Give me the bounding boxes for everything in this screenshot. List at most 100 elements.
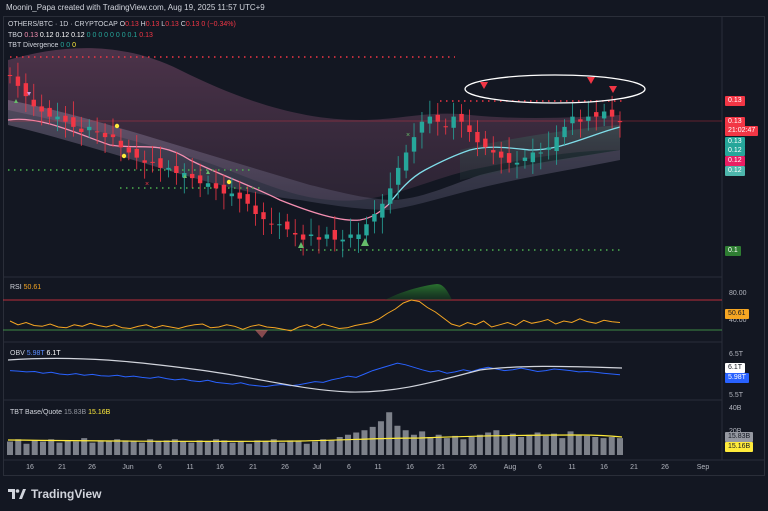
tbt-volume-bar: [64, 440, 71, 455]
candle-body: [253, 205, 258, 214]
date-tick: 16: [406, 464, 414, 471]
candle-body: [601, 111, 607, 119]
tbt-volume-bar: [427, 437, 434, 455]
tbt-volume-bar: [254, 440, 261, 455]
tbt-volume-bar: [344, 434, 351, 455]
tbt-volume-bar: [600, 438, 607, 455]
obv-axis-top: 6.5T: [729, 351, 744, 358]
tbt-name[interactable]: TBT Base/Quote: [10, 409, 63, 416]
tbt-volume-bar: [567, 431, 574, 455]
tbo-name[interactable]: TBO: [8, 32, 23, 39]
tbt-volume-bar: [221, 440, 228, 455]
candle-body: [483, 138, 488, 148]
candle-body: [15, 76, 21, 86]
ohlc-key-h: H: [138, 21, 146, 28]
symbol-line[interactable]: OTHERS/BTC · 1D · CRYPTOCAP: [8, 21, 118, 28]
tbt-volume-bar: [56, 442, 63, 455]
tbt-volume-bar: [163, 440, 170, 455]
candle-body: [23, 83, 29, 97]
tbt-div-value: 0: [70, 42, 76, 49]
candle-body: [570, 116, 575, 124]
candle-body: [451, 116, 456, 128]
rsi-axis-40: 40.00: [729, 317, 747, 324]
tbt-volume-bar: [130, 441, 137, 455]
date-tick: 26: [661, 464, 669, 471]
candle-body: [292, 232, 298, 235]
yellow-dot-1: [114, 123, 120, 129]
x-marker-1: ×: [145, 181, 149, 188]
candle-body: [229, 193, 235, 197]
candle-body: [39, 106, 44, 112]
tbt-volume-bar: [518, 437, 525, 455]
date-tick: Aug: [503, 464, 517, 471]
tradingview-logo[interactable]: TradingView: [8, 487, 101, 501]
tbo-value: 0: [96, 32, 103, 39]
tbt-volume-bar: [23, 443, 30, 455]
sell-marker-3: [609, 86, 617, 93]
candle-body: [102, 132, 108, 138]
ohlc-value-h: 0.13: [145, 21, 160, 28]
tbt-div-values: 0 0 0: [60, 42, 76, 49]
date-tick: Jun: [122, 464, 134, 471]
tbo-cloud-mid: [8, 100, 620, 210]
candle-body: [617, 121, 623, 123]
tbo-value: 0: [113, 32, 120, 39]
candle-body: [47, 107, 52, 117]
date-tick: 21: [58, 464, 66, 471]
annotation-ellipse[interactable]: [464, 74, 646, 104]
rsi-name[interactable]: RSI: [10, 284, 22, 291]
tbt-volume-bar: [295, 441, 302, 455]
tbo-value: 0: [84, 32, 91, 39]
buy-marker-small-3: [206, 170, 210, 174]
date-tick: 6: [347, 464, 351, 471]
date-tick: Jul: [312, 464, 322, 471]
obv-name[interactable]: OBV: [10, 350, 25, 357]
date-tick: Sep: [696, 464, 710, 471]
candle-body: [63, 115, 68, 122]
price-badge-last: 0.13: [725, 117, 745, 127]
tbt-volume-bar: [460, 439, 467, 455]
candle-body: [79, 128, 84, 132]
legend-tbt-divergence[interactable]: TBT Divergence 0 0 0: [8, 41, 76, 50]
tbt-volume-bar: [287, 440, 294, 455]
tbt-volume-bar: [180, 441, 187, 455]
candle-body: [522, 157, 528, 161]
tbt-volume-bar: [476, 434, 483, 455]
date-tick: 6: [538, 464, 542, 471]
candle-body: [277, 224, 282, 226]
legend-rsi[interactable]: RSI 50.61: [10, 283, 41, 292]
tradingview-logo-text: TradingView: [31, 487, 102, 501]
price-badge-low: 0.1: [725, 246, 741, 256]
candle-body: [221, 184, 227, 194]
candle-body: [419, 121, 425, 133]
candle-body: [55, 116, 60, 120]
candle-body: [388, 188, 393, 204]
legend-obv[interactable]: OBV 5.98T 6.1T: [10, 349, 61, 358]
tbt-volume-bar: [369, 426, 376, 455]
tbt-volume-bar: [419, 431, 426, 455]
tbo-value: 0.12: [53, 32, 70, 39]
yellow-dot-3: [226, 179, 232, 185]
tbt-volume-bar: [48, 439, 55, 455]
chart-canvas[interactable]: × ×: [0, 0, 768, 477]
buy-marker-1: [298, 242, 304, 248]
tbt-div-name[interactable]: TBT Divergence: [8, 42, 59, 49]
candle-body: [506, 153, 512, 163]
date-tick: 21: [630, 464, 638, 471]
candle-body: [435, 114, 440, 122]
tbo-value: 0.12: [69, 32, 85, 39]
date-tick: 11: [568, 464, 576, 471]
candle-body: [395, 167, 401, 185]
legend-tbt[interactable]: TBT Base/Quote 15.83B 15.16B: [10, 408, 110, 417]
legend-tbo[interactable]: TBO 0.13 0.12 0.12 0.12 0 0 0 0 0 0 0 0.…: [8, 31, 153, 40]
tbo-fast-line-pink: [7, 118, 389, 221]
candle-body: [166, 167, 171, 170]
legend-symbol[interactable]: OTHERS/BTC · 1D · CRYPTOCAP O0.13 H0.13 …: [8, 20, 236, 29]
candle-body: [538, 152, 543, 154]
candle-body: [94, 131, 100, 133]
header-bar: Moonin_Papa created with TradingView.com…: [0, 0, 768, 16]
tbt-v1: 15.83B: [63, 409, 87, 416]
candle-body: [316, 237, 322, 240]
tbt-volume-bar: [188, 442, 195, 455]
candle-body: [126, 147, 132, 153]
